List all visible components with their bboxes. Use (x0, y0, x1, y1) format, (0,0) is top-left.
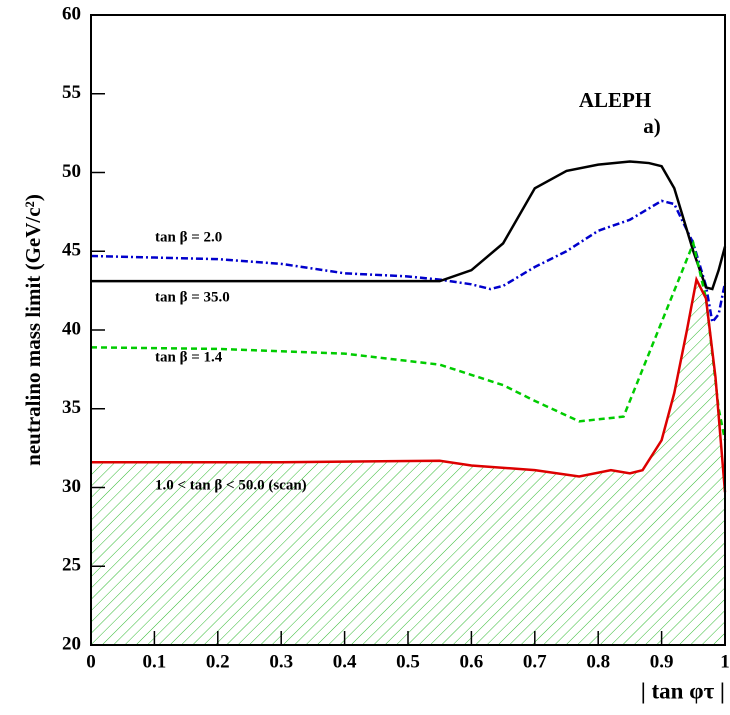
series-line (90, 239, 727, 441)
y-tick-label: 60 (62, 3, 81, 24)
annotation: ALEPH (579, 88, 651, 112)
y-axis-label: neutralino mass limit (GeV/c²) (21, 194, 45, 466)
x-tick-label: 0 (86, 651, 96, 672)
x-tick-label: 0.1 (143, 651, 167, 672)
series-label: tan β = 2.0 (155, 229, 222, 245)
series-line (91, 275, 727, 493)
x-tick-label: 0.7 (523, 651, 547, 672)
y-tick-label: 40 (62, 318, 81, 339)
x-tick-label: 0.9 (650, 651, 674, 672)
series-label: tan β = 1.4 (155, 349, 223, 365)
series-label: tan β = 35.0 (155, 289, 230, 305)
y-tick-label: 50 (62, 161, 81, 182)
series-line (91, 160, 727, 291)
x-tick-label: 0.2 (206, 651, 230, 672)
x-tick-label: 0.3 (269, 651, 293, 672)
x-axis-label: | tan φτ | (641, 678, 725, 703)
y-tick-label: 30 (62, 476, 81, 497)
y-tick-label: 45 (62, 240, 81, 261)
y-tick-label: 35 (62, 397, 81, 418)
x-tick-label: 0.4 (333, 651, 357, 672)
y-tick-label: 25 (62, 555, 81, 576)
x-tick-label: 1 (720, 651, 730, 672)
series-label: 1.0 < tan β < 50.0 (scan) (155, 477, 307, 493)
y-tick-label: 55 (62, 82, 81, 103)
x-tick-label: 0.6 (460, 651, 484, 672)
annotation: a) (643, 114, 661, 138)
x-tick-label: 0.5 (396, 651, 420, 672)
y-tick-label: 20 (62, 633, 81, 654)
hatched-area (91, 279, 725, 645)
x-tick-label: 0.8 (586, 651, 610, 672)
